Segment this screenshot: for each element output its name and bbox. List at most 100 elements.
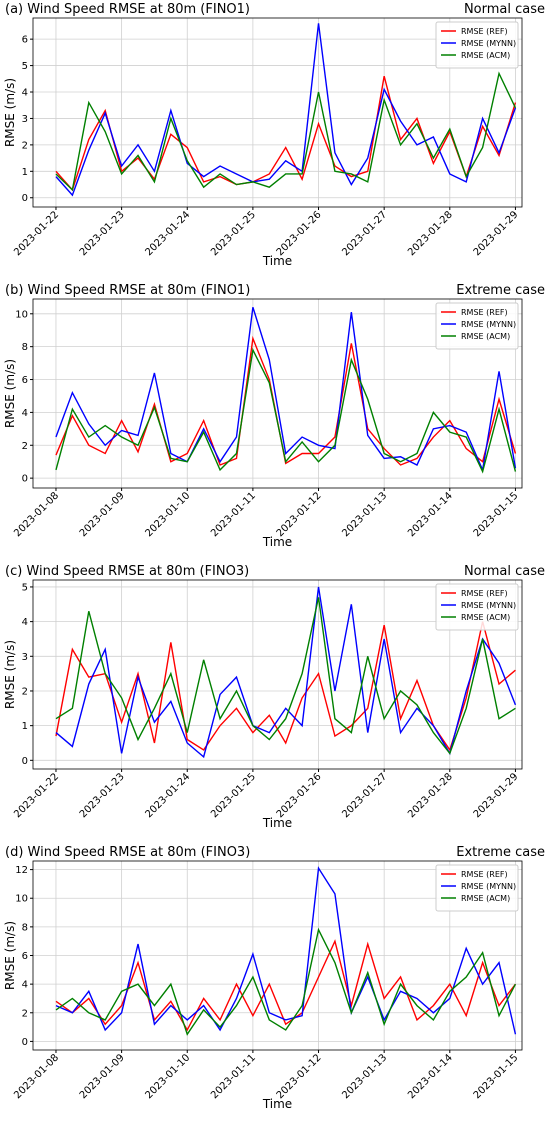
x-tick-label: 2023-01-22 bbox=[12, 771, 61, 820]
y-tick-label: 10 bbox=[15, 309, 28, 320]
data-line bbox=[55, 335, 517, 466]
y-tick-label: 6 bbox=[22, 375, 28, 386]
y-tick-label: 2 bbox=[22, 140, 28, 151]
legend-box bbox=[435, 302, 519, 350]
plot-frame bbox=[32, 860, 523, 1051]
y-axis-label: RMSE (m/s) bbox=[3, 921, 17, 990]
x-tick-label: 2023-01-11 bbox=[209, 490, 258, 539]
chart-subtitle: Extreme case bbox=[456, 845, 545, 860]
x-tick-label: 2023-01-14 bbox=[406, 1052, 455, 1101]
x-tick-label: 2023-01-24 bbox=[143, 209, 192, 258]
x-axis-label: Time bbox=[262, 816, 292, 830]
data-line bbox=[55, 347, 517, 474]
y-tick-label: 10 bbox=[15, 894, 28, 905]
x-tick-label: 2023-01-13 bbox=[340, 490, 389, 539]
y-tick-label: 2 bbox=[22, 1008, 28, 1019]
y-tick-label: 5 bbox=[22, 582, 28, 593]
x-tick-label: 2023-01-26 bbox=[275, 209, 324, 258]
y-tick-label: 4 bbox=[22, 408, 28, 419]
chart-title: (c) Wind Speed RMSE at 80m (FINO3) bbox=[5, 564, 249, 579]
x-tick-label: 2023-01-08 bbox=[12, 1052, 61, 1101]
x-tick-label: 2023-01-08 bbox=[12, 490, 61, 539]
plot-frame bbox=[32, 579, 523, 770]
plot-frame bbox=[32, 298, 523, 489]
y-tick-label: 0 bbox=[22, 756, 28, 767]
legend-box bbox=[435, 583, 519, 631]
x-tick-label: 2023-01-25 bbox=[209, 209, 258, 258]
y-tick-label: 0 bbox=[22, 1037, 28, 1048]
x-tick-label: 2023-01-24 bbox=[143, 771, 192, 820]
x-tick-label: 2023-01-22 bbox=[12, 209, 61, 258]
legend-label: RMSE (MYNN) bbox=[461, 39, 516, 48]
y-tick-label: 3 bbox=[22, 114, 28, 125]
x-tick-label: 2023-01-11 bbox=[209, 1052, 258, 1101]
data-line bbox=[55, 621, 516, 752]
x-tick-label: 2023-01-10 bbox=[143, 490, 192, 539]
legend-label: RMSE (REF) bbox=[461, 589, 508, 598]
x-tick-label: 2023-01-15 bbox=[472, 490, 521, 539]
data-line bbox=[55, 75, 517, 192]
y-tick-label: 3 bbox=[22, 652, 28, 663]
y-tick-label: 4 bbox=[22, 88, 28, 99]
x-tick-label: 2023-01-29 bbox=[472, 209, 521, 258]
x-axis-label: Time bbox=[262, 1097, 292, 1111]
chart-subtitle: Normal case bbox=[464, 564, 545, 579]
y-tick-label: 2 bbox=[22, 686, 28, 697]
data-line bbox=[55, 939, 516, 1032]
x-tick-label: 2023-01-09 bbox=[78, 490, 127, 539]
legend-box bbox=[435, 21, 519, 69]
plot-frame bbox=[32, 17, 523, 208]
x-tick-label: 2023-01-23 bbox=[78, 209, 127, 258]
x-tick-label: 2023-01-10 bbox=[143, 1052, 192, 1101]
x-tick-label: 2023-01-28 bbox=[406, 771, 455, 820]
legend-label: RMSE (ACM) bbox=[461, 332, 510, 341]
y-tick-label: 0 bbox=[22, 193, 28, 204]
y-tick-label: 2 bbox=[22, 441, 28, 452]
legend-label: RMSE (MYNN) bbox=[461, 320, 516, 329]
chart-subtitle: Extreme case bbox=[456, 283, 545, 298]
data-line bbox=[55, 71, 517, 192]
y-axis-label: RMSE (m/s) bbox=[3, 78, 17, 147]
y-tick-label: 1 bbox=[22, 167, 28, 178]
y-tick-label: 4 bbox=[22, 617, 28, 628]
x-tick-label: 2023-01-26 bbox=[275, 771, 324, 820]
legend-label: RMSE (REF) bbox=[461, 27, 508, 36]
legend-label: RMSE (ACM) bbox=[461, 613, 510, 622]
legend-label: RMSE (MYNN) bbox=[461, 601, 516, 610]
legend-label: RMSE (REF) bbox=[461, 308, 508, 317]
chart-title: (a) Wind Speed RMSE at 80m (FINO1) bbox=[5, 2, 250, 17]
y-tick-label: 0 bbox=[22, 474, 28, 485]
data-line bbox=[55, 597, 516, 755]
y-axis-label: RMSE (m/s) bbox=[3, 359, 17, 428]
y-tick-label: 8 bbox=[22, 922, 28, 933]
legend-box bbox=[435, 864, 519, 912]
x-tick-label: 2023-01-27 bbox=[340, 771, 389, 820]
y-tick-label: 4 bbox=[22, 980, 28, 991]
y-axis-label: RMSE (m/s) bbox=[3, 640, 17, 709]
x-tick-label: 2023-01-15 bbox=[472, 1052, 521, 1101]
x-tick-label: 2023-01-14 bbox=[406, 490, 455, 539]
legend-label: RMSE (REF) bbox=[461, 870, 508, 879]
legend-label: RMSE (MYNN) bbox=[461, 882, 516, 891]
y-tick-label: 1 bbox=[22, 721, 28, 732]
x-tick-label: 2023-01-13 bbox=[340, 1052, 389, 1101]
data-line bbox=[55, 927, 517, 1036]
legend-label: RMSE (ACM) bbox=[461, 51, 510, 60]
x-tick-label: 2023-01-12 bbox=[275, 1052, 324, 1101]
chart-title: (b) Wind Speed RMSE at 80m (FINO1) bbox=[5, 283, 250, 298]
legend-label: RMSE (ACM) bbox=[461, 894, 510, 903]
x-tick-label: 2023-01-23 bbox=[78, 771, 127, 820]
x-tick-label: 2023-01-25 bbox=[209, 771, 258, 820]
x-tick-label: 2023-01-12 bbox=[275, 490, 324, 539]
x-tick-label: 2023-01-29 bbox=[472, 771, 521, 820]
y-tick-label: 6 bbox=[22, 951, 28, 962]
chart-subtitle: Normal case bbox=[464, 2, 545, 17]
data-line bbox=[55, 586, 517, 759]
chart-title: (d) Wind Speed RMSE at 80m (FINO3) bbox=[5, 845, 250, 860]
data-line bbox=[55, 866, 517, 1035]
x-axis-label: Time bbox=[262, 535, 292, 549]
x-tick-label: 2023-01-28 bbox=[406, 209, 455, 258]
x-tick-label: 2023-01-27 bbox=[340, 209, 389, 258]
x-tick-label: 2023-01-09 bbox=[78, 1052, 127, 1101]
